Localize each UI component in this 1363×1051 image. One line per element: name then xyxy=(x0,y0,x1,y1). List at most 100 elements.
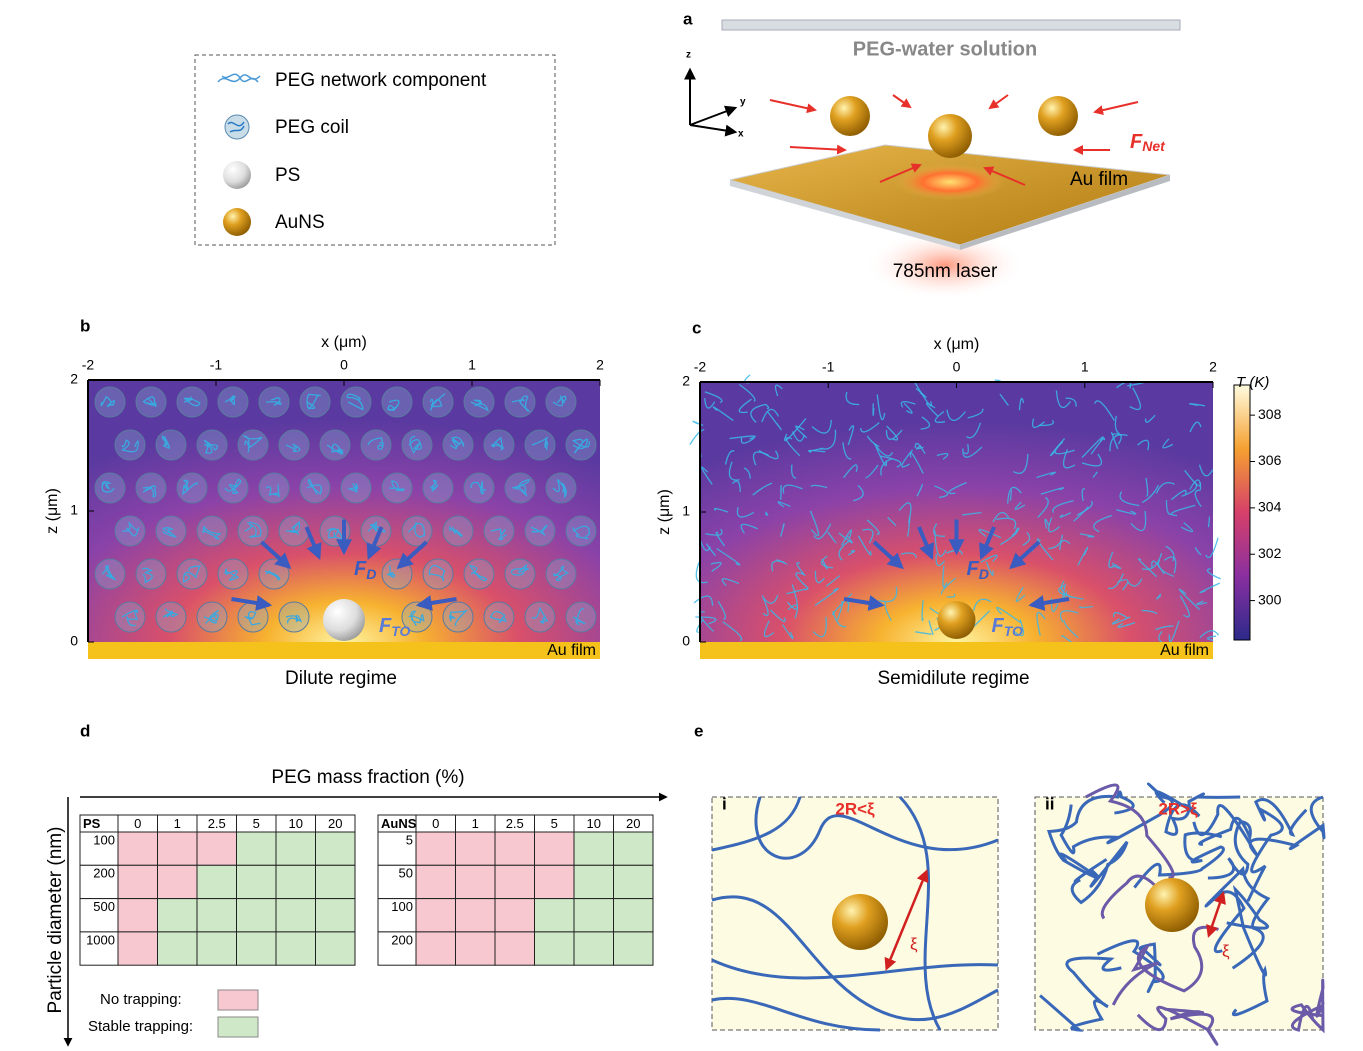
network-chain xyxy=(827,531,837,544)
legend-item: AuNS xyxy=(275,212,325,233)
peg-coil xyxy=(360,429,392,461)
network-chain xyxy=(689,429,705,445)
network-chain xyxy=(936,453,949,460)
network-chain xyxy=(1049,438,1066,457)
header: AuNS xyxy=(381,816,417,831)
coil-chain xyxy=(142,485,157,498)
network-chain xyxy=(1130,510,1147,532)
network-chain xyxy=(810,484,828,489)
chain xyxy=(1198,816,1252,880)
network-chain xyxy=(999,393,1009,406)
laser-label: 785nm laser xyxy=(893,261,998,282)
network-chain xyxy=(928,620,934,636)
xi: ξ xyxy=(1222,941,1230,960)
cell xyxy=(613,864,654,900)
network-chain xyxy=(948,481,967,495)
network-chain xyxy=(1007,486,1022,504)
particle xyxy=(832,894,888,950)
network-chain xyxy=(875,446,888,467)
network-chain xyxy=(1009,489,1013,501)
cell xyxy=(157,831,198,866)
cell xyxy=(455,898,496,933)
network-chain xyxy=(872,403,875,416)
x-axis-label: x (μm) xyxy=(934,336,980,353)
coil-chain xyxy=(244,522,262,538)
chain xyxy=(1226,884,1269,1017)
coil-chain xyxy=(470,399,489,412)
cell xyxy=(196,931,237,966)
network-chain xyxy=(1114,415,1120,435)
heat-map xyxy=(88,380,600,642)
chain xyxy=(1246,798,1308,902)
network-chain xyxy=(712,406,734,422)
cell xyxy=(613,898,654,933)
x-tick-label: 1 xyxy=(1081,359,1089,375)
coil-chain xyxy=(429,479,439,492)
x-tick-label: -1 xyxy=(210,357,223,373)
cell xyxy=(415,931,456,966)
row-label: 200 xyxy=(93,866,115,881)
x-tick-label: 1 xyxy=(468,357,476,373)
network-chain xyxy=(1059,512,1071,518)
z-axis-label: z (μm) xyxy=(44,488,61,534)
force-label: FNet xyxy=(1130,131,1166,153)
network-chain xyxy=(1199,630,1219,639)
force-symbol: F xyxy=(967,558,980,580)
network-chain xyxy=(1144,414,1156,423)
cell xyxy=(534,864,575,900)
network-chain xyxy=(1189,421,1202,433)
row-label: 100 xyxy=(93,832,115,847)
peg-coil xyxy=(381,386,413,418)
peg-coil xyxy=(176,472,208,504)
network-chain xyxy=(1076,500,1093,516)
peg-coil xyxy=(319,429,351,461)
force-arrow xyxy=(1028,595,1070,611)
force-subscript: TO xyxy=(1004,623,1023,639)
network-chain xyxy=(809,510,820,537)
network-chain xyxy=(722,621,743,642)
chain xyxy=(1154,790,1241,836)
film-label: Au film xyxy=(547,642,596,659)
x-tick-label: 2 xyxy=(596,357,604,373)
network-chain xyxy=(1052,500,1074,514)
cell xyxy=(236,864,277,900)
network-chain xyxy=(750,403,766,423)
network-chain xyxy=(1162,438,1174,449)
cell xyxy=(315,898,356,933)
colorbar-tick-label: 300 xyxy=(1258,591,1282,607)
network-chain xyxy=(1137,558,1158,578)
cell xyxy=(157,898,198,933)
coil-chain xyxy=(571,438,590,454)
network-chain xyxy=(782,484,803,494)
key-swatch xyxy=(217,989,259,1011)
row-label-cell xyxy=(377,931,417,966)
peg-coil xyxy=(94,472,126,504)
network-chain xyxy=(842,442,852,460)
network-chain xyxy=(916,483,923,497)
network-chain xyxy=(865,464,879,479)
network-chain xyxy=(786,588,809,595)
network-chain xyxy=(900,400,916,408)
cell xyxy=(275,831,316,866)
force-label: FD xyxy=(354,558,376,581)
network-chain xyxy=(811,419,832,434)
network-chain xyxy=(1110,431,1119,450)
peg-coil xyxy=(381,472,413,504)
particle xyxy=(1038,96,1078,136)
network-chain xyxy=(812,616,827,638)
z-axis-label: z (μm) xyxy=(656,489,673,535)
network-chain xyxy=(696,618,704,633)
network-chain xyxy=(832,593,853,615)
network-chain xyxy=(887,516,897,527)
peg-coil xyxy=(504,558,536,590)
network-chain xyxy=(1094,400,1115,421)
network-chain xyxy=(710,561,722,573)
particle xyxy=(323,599,365,641)
cell xyxy=(415,831,456,866)
cell xyxy=(275,931,316,966)
peg-coil xyxy=(545,558,577,590)
coil-chain xyxy=(511,395,531,412)
cell xyxy=(573,831,614,866)
network-chain xyxy=(1031,418,1045,429)
